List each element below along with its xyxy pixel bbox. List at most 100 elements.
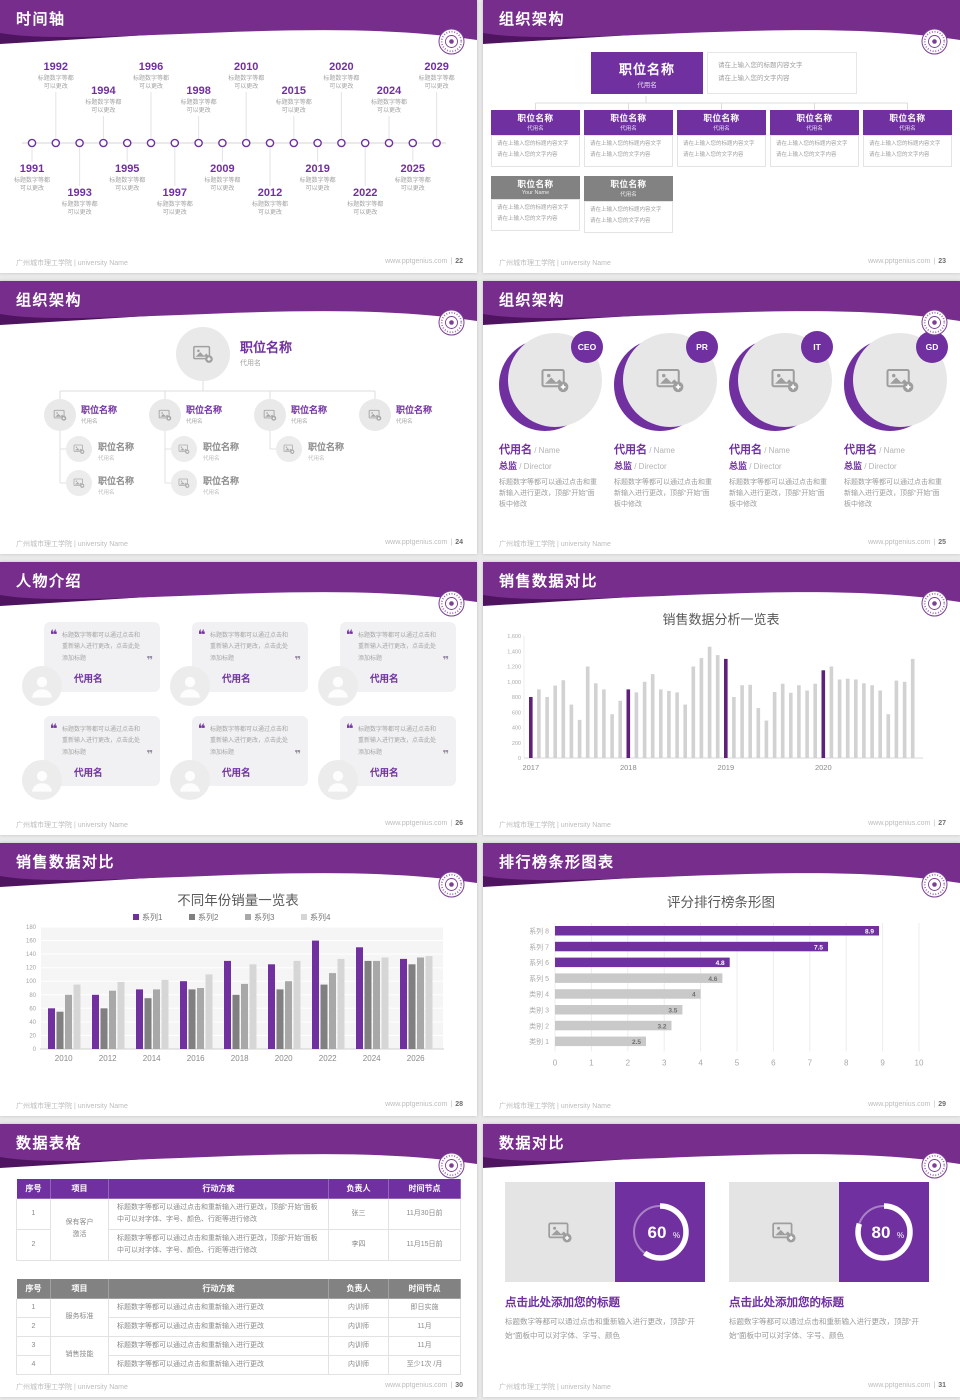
- svg-text:1992: 1992: [44, 61, 68, 73]
- svg-text:类别 1: 类别 1: [529, 1037, 549, 1046]
- role-badge: GD: [916, 331, 948, 363]
- image-placeholder-icon: [656, 369, 684, 393]
- header-wave: [483, 281, 960, 325]
- person-icon: [328, 770, 348, 792]
- svg-text:2019: 2019: [305, 163, 329, 175]
- image-placeholder-icon: [886, 369, 914, 393]
- avatar: [254, 399, 286, 431]
- university-logo-icon: [921, 871, 948, 898]
- slide-footer: 广州城市理工学院 | university Name www.pptgenius…: [499, 820, 946, 829]
- quote-open-icon: ❝: [50, 721, 58, 736]
- slide-footer: 广州城市理工学院 | university Name www.pptgenius…: [16, 539, 463, 548]
- avatar: [66, 470, 92, 496]
- slide-title: 人物介绍: [16, 573, 83, 590]
- slide-22-timeline[interactable]: 时间轴 1992 标题数字等都 可以更改 1994 标题数字等都 可以更改 1996 标题数字…: [0, 0, 477, 273]
- svg-text:%: %: [673, 1231, 680, 1240]
- footer-university: 广州城市理工学院 | university Name: [499, 822, 611, 829]
- svg-text:3.5: 3.5: [668, 1008, 677, 1015]
- slide-title: 组织架构: [16, 292, 83, 309]
- svg-text:系列1: 系列1: [142, 912, 163, 922]
- footer-university: 广州城市理工学院 | university Name: [16, 260, 128, 267]
- svg-text:标题数字等都: 标题数字等都: [228, 74, 264, 82]
- slide-header: 数据对比: [483, 1124, 960, 1179]
- image-placeholder-icon: [263, 409, 277, 421]
- footer-site: www.pptgenius.com: [385, 258, 448, 265]
- svg-text:4: 4: [692, 992, 696, 999]
- footer-page-number: 28: [455, 1101, 463, 1108]
- svg-text:标题数字等都: 标题数字等都: [276, 98, 312, 106]
- header-wave: [0, 1124, 477, 1168]
- svg-text:2022: 2022: [353, 187, 377, 199]
- svg-text:2020: 2020: [275, 1054, 293, 1063]
- org-roles-canvas: CEO 代用名 / Name 总监 / Director 标题数字等都可以通过点…: [483, 327, 960, 534]
- svg-text:1,400: 1,400: [507, 649, 521, 655]
- header-wave: [483, 562, 960, 606]
- svg-text:系列 5: 系列 5: [529, 974, 549, 983]
- slide-title: 组织架构: [499, 292, 566, 309]
- avatar: [44, 399, 76, 431]
- footer-site: www.pptgenius.com: [868, 1382, 931, 1389]
- svg-text:标题数字等都: 标题数字等都: [85, 98, 121, 106]
- svg-text:系列 6: 系列 6: [529, 958, 549, 967]
- image-placeholder-icon: [772, 1222, 796, 1243]
- image-placeholder-icon: [178, 478, 190, 488]
- org-node-label: 职位名称 代用名: [240, 340, 293, 367]
- svg-text:0: 0: [33, 1047, 37, 1053]
- svg-text:可以更改: 可以更改: [234, 82, 258, 90]
- slide-31-data-compare[interactable]: 数据对比 60 % 点击此处添加您的标题 标题数字等都可以通过点击和重新输入进行…: [483, 1124, 960, 1397]
- panel-body-text: 标题数字等都可以通过点击和重新输入进行更改，顶部“开始”面板中可以对字体、字号、…: [505, 1317, 695, 1341]
- university-logo-icon: [438, 28, 465, 55]
- svg-text:2.5: 2.5: [632, 1039, 641, 1046]
- slide-25-org-roles[interactable]: 组织架构 CEO 代用名 / Name 总监 / Director 标题数字等都…: [483, 281, 960, 554]
- svg-text:类别 2: 类别 2: [529, 1021, 549, 1030]
- slide-23-org-boxes[interactable]: 组织架构 职位名称 代用名 请在上输入您的标题内容文字 请在上输入您的文字内容 职位名…: [483, 0, 960, 273]
- svg-text:类别 3: 类别 3: [529, 1006, 549, 1015]
- slide-24-org-tree[interactable]: 组织架构 职位名称 代用名 职位名称 代用名 职位名称 代用名 职位名称 代用名 职位名…: [0, 281, 477, 554]
- slide-footer: 广州城市理工学院 | university Name www.pptgenius…: [16, 258, 463, 267]
- svg-text:2018: 2018: [231, 1054, 249, 1063]
- footer-university: 广州城市理工学院 | university Name: [499, 1384, 611, 1391]
- person-icon: [180, 676, 200, 698]
- footer-university: 广州城市理工学院 | university Name: [499, 260, 611, 267]
- footer-page-number: 26: [455, 820, 463, 827]
- svg-text:可以更改: 可以更改: [401, 184, 425, 192]
- svg-text:5: 5: [735, 1058, 740, 1067]
- grouped-column-chart-canvas: 不同年份销量一览表 系列1 系列2 系列3 系列4 0 20 40 60 80 100 120 140 1…: [0, 889, 477, 1096]
- slide-title: 数据表格: [16, 1135, 83, 1152]
- org-root-info: 请在上输入您的标题内容文字 请在上输入您的文字内容: [707, 52, 857, 94]
- svg-text:2022: 2022: [319, 1054, 337, 1063]
- org-connectors: [59, 381, 376, 484]
- svg-text:标题数字等都: 标题数字等都: [14, 176, 50, 184]
- svg-text:系列2: 系列2: [198, 912, 219, 922]
- quote-cards-canvas: ❝ 标题数字等都可以通过点击和重新输入进行更改，点击此处添加标题 ❞ 代用名 ❝…: [0, 608, 477, 815]
- org-box: 职位名称 代用名 请在上输入您的标题内容文字 请在上输入您的文字内容: [491, 110, 580, 167]
- column-chart-canvas: 销售数据分析一览表 0 200 400 600 800 1,000 1,200 1,400 1,6…: [483, 608, 960, 815]
- svg-text:2029: 2029: [424, 61, 448, 73]
- footer-page-number: 27: [938, 820, 946, 827]
- avatar: [149, 399, 181, 431]
- svg-text:可以更改: 可以更改: [20, 184, 44, 192]
- quote-open-icon: ❝: [50, 627, 58, 642]
- svg-text:20: 20: [29, 1033, 36, 1039]
- svg-text:2012: 2012: [99, 1054, 117, 1063]
- svg-text:2009: 2009: [210, 163, 234, 175]
- svg-text:可以更改: 可以更改: [258, 208, 282, 216]
- svg-text:销售数据分析一览表: 销售数据分析一览表: [662, 612, 779, 627]
- footer-page-number: 24: [455, 539, 463, 546]
- slide-26-people-intro[interactable]: 人物介绍 ❝ 标题数字等都可以通过点击和重新输入进行更改，点击此处添加标题 ❞ …: [0, 562, 477, 835]
- slide-27-sales-chart[interactable]: 销售数据对比 销售数据分析一览表 0 200 400 600 800 1,000 1,200 1…: [483, 562, 960, 835]
- image-placeholder: [729, 1182, 839, 1282]
- svg-text:1,600: 1,600: [507, 634, 521, 640]
- org-box: 职位名称 代用名 请在上输入您的标题内容文字 请在上输入您的文字内容: [584, 110, 673, 167]
- svg-text:系列 7: 系列 7: [529, 942, 549, 951]
- header-wave: [0, 562, 477, 606]
- org-connectors: [535, 96, 908, 110]
- slide-29-ranking-chart[interactable]: 排行榜条形图表 评分排行榜条形图 0 1 2 3 4 5 6 7 8 9 10 系列 8 8.9 系列 7 7…: [483, 843, 960, 1116]
- slide-28-grouped-chart[interactable]: 销售数据对比 不同年份销量一览表 系列1 系列2 系列3 系列4 0 20 40 60 80 100…: [0, 843, 477, 1116]
- svg-text:10: 10: [915, 1058, 924, 1067]
- slide-30-data-table[interactable]: 数据表格 序号 项目 行动方案 负责人 时间节点 1 保有客户 激活 标题数字等都可以通过点击和…: [0, 1124, 477, 1397]
- footer-site: www.pptgenius.com: [868, 539, 931, 546]
- role-card: PR 代用名 / Name 总监 / Director 标题数字等都可以通过点击…: [614, 331, 720, 511]
- avatar: [170, 666, 210, 706]
- svg-text:80: 80: [29, 993, 36, 999]
